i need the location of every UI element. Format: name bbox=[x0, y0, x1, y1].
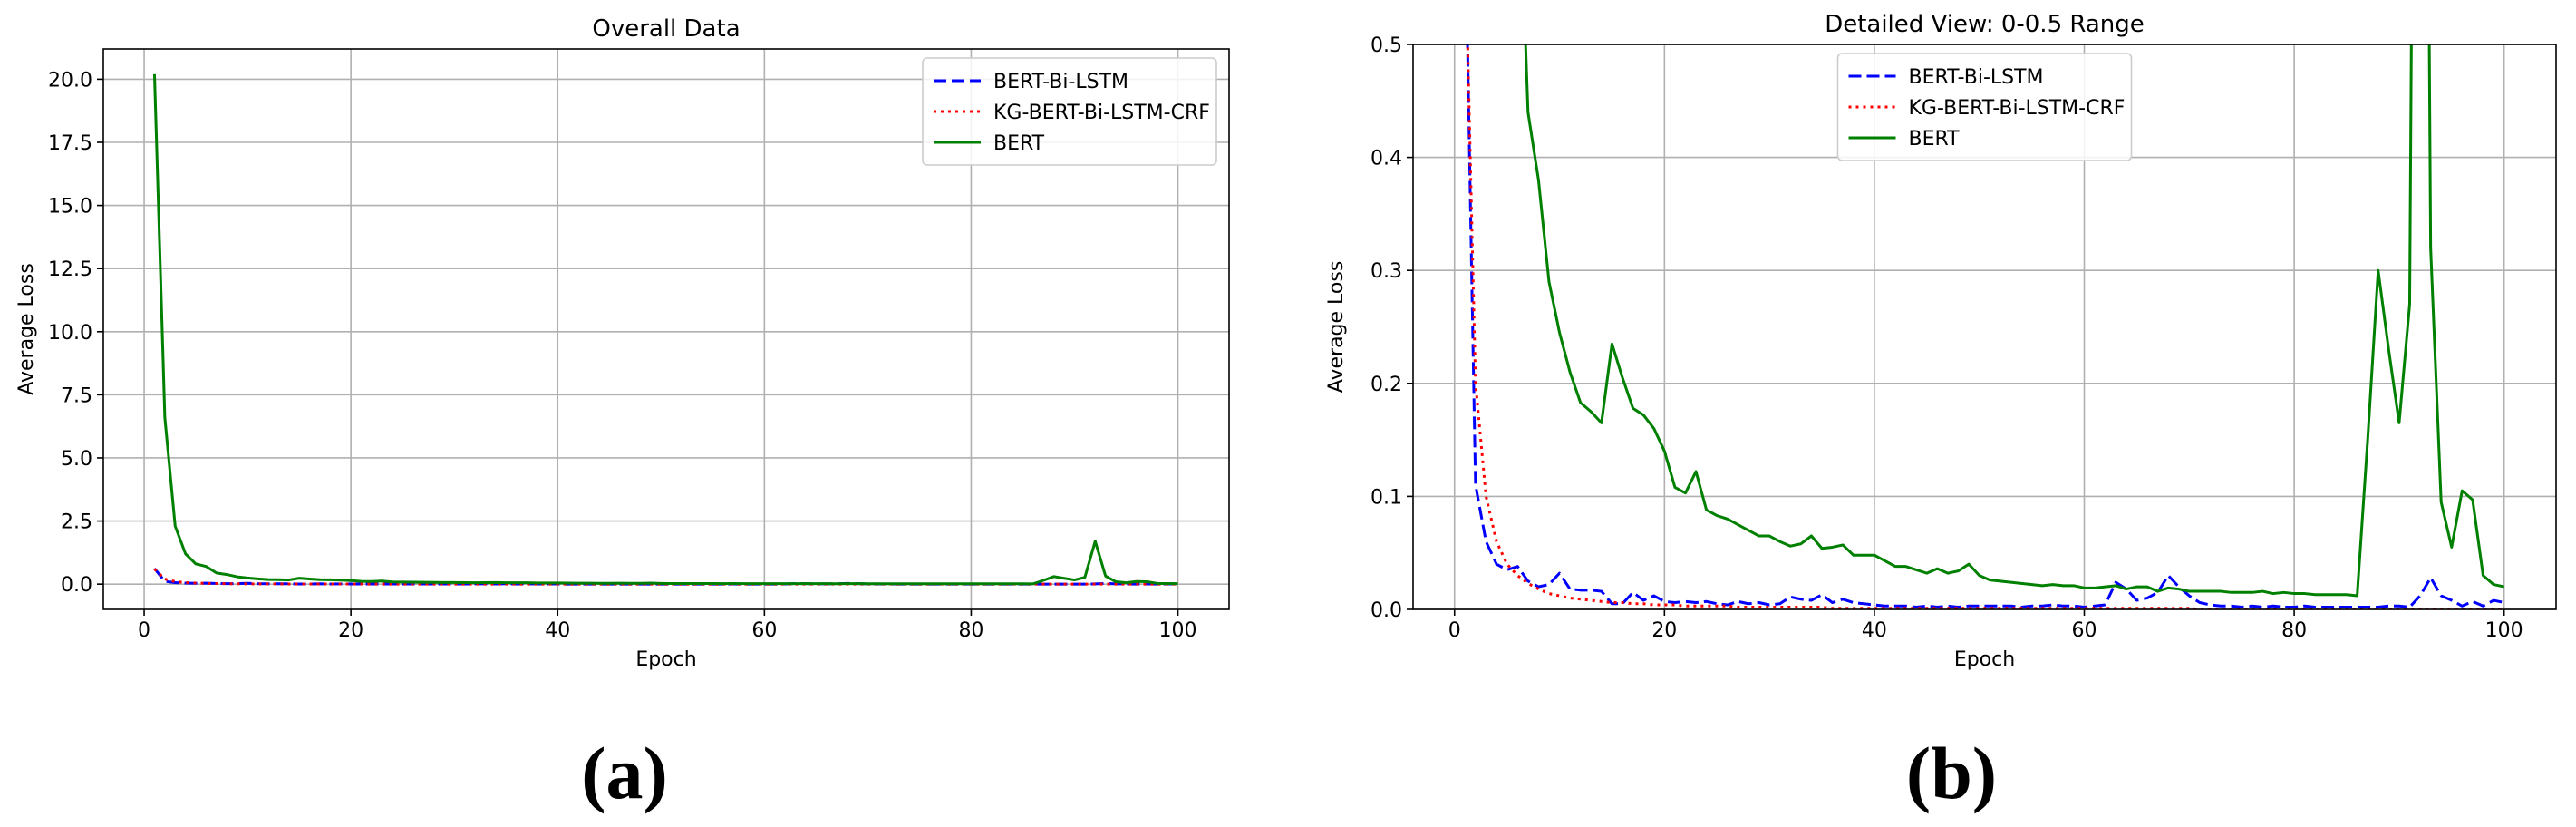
chart: 0 20 40 60 80 100 0.0 0.1 0.2 0.3 0.4 0.5 Detailed V… bbox=[1325, 11, 2557, 814]
y-tick-label: 0.4 bbox=[1370, 148, 1402, 170]
x-tick-label: 80 bbox=[2281, 619, 2307, 642]
x-tick-label: 60 bbox=[2072, 619, 2097, 642]
y-tick-label: 0.3 bbox=[1370, 260, 1402, 283]
x-tick-label: 0 bbox=[1448, 619, 1461, 642]
x-tick-label: 40 bbox=[545, 619, 570, 642]
plot-lines bbox=[1466, 44, 2504, 609]
legend-box bbox=[1836, 53, 2133, 161]
series-line bbox=[153, 567, 1178, 586]
x-tick-label: 40 bbox=[1862, 619, 1887, 642]
legend-box bbox=[922, 57, 1217, 166]
y-tick-label: 5.0 bbox=[61, 448, 92, 471]
y-tick-label: 12.5 bbox=[48, 258, 92, 281]
chart-title: Detailed View: 0-0.5 Range bbox=[1825, 11, 2145, 38]
x-tick-label: 60 bbox=[751, 619, 777, 642]
x-axis-label: Epoch bbox=[635, 648, 696, 671]
series-line bbox=[1466, 44, 2504, 609]
plot-lines bbox=[152, 73, 1178, 586]
legend-label: KG-BERT-Bi-LSTM-CRF bbox=[1909, 97, 2126, 120]
x-tick-label: 80 bbox=[958, 619, 983, 642]
x-tick-label: 20 bbox=[1651, 619, 1677, 642]
y-tick-label: 20.0 bbox=[48, 69, 92, 92]
chart: 0 20 40 60 80 100 0.0 2.5 5.0 7.5 10.0 12.5 15.0 17.5… bbox=[15, 15, 1230, 814]
x-tick-label: 20 bbox=[338, 619, 363, 642]
x-tick-label: 100 bbox=[1159, 619, 1197, 642]
y-tick-label: 0.0 bbox=[61, 574, 92, 597]
legend-label: BERT bbox=[993, 132, 1045, 155]
x-axis-label: Epoch bbox=[1954, 648, 2015, 671]
legend-label: KG-BERT-Bi-LSTM-CRF bbox=[993, 102, 1210, 124]
axes-frame bbox=[102, 48, 1230, 610]
series-line bbox=[152, 73, 1178, 586]
x-tick-label: 100 bbox=[2485, 619, 2523, 642]
panel-label: (a) bbox=[581, 732, 668, 814]
y-tick-label: 17.5 bbox=[48, 132, 92, 155]
legend: BERT-Bi-LSTM KG-BERT-Bi-LSTM-CRF BERT bbox=[1836, 53, 2133, 161]
series-line bbox=[1466, 44, 2504, 609]
y-tick-label: 0.5 bbox=[1370, 34, 1402, 57]
series-line bbox=[1524, 44, 2504, 598]
y-axis-label: Average Loss bbox=[1325, 261, 1348, 394]
y-axis-label: Average Loss bbox=[15, 263, 38, 395]
legend: BERT-Bi-LSTM KG-BERT-Bi-LSTM-CRF BERT bbox=[922, 57, 1217, 166]
x-tick-label: 0 bbox=[138, 619, 150, 642]
chart-title: Overall Data bbox=[592, 15, 740, 43]
y-tick-label: 0.0 bbox=[1370, 599, 1402, 622]
legend-label: BERT-Bi-LSTM bbox=[1909, 66, 2044, 89]
axes-frame bbox=[1412, 44, 2557, 610]
y-tick-label: 7.5 bbox=[61, 384, 92, 407]
panel-label: (b) bbox=[1906, 732, 1997, 814]
legend-label: BERT bbox=[1909, 128, 1961, 151]
y-tick-label: 10.0 bbox=[48, 322, 92, 345]
y-tick-label: 15.0 bbox=[48, 196, 92, 219]
legend-label: BERT-Bi-LSTM bbox=[993, 71, 1128, 93]
y-tick-label: 0.2 bbox=[1370, 374, 1402, 396]
y-tick-label: 2.5 bbox=[61, 511, 92, 534]
y-tick-label: 0.1 bbox=[1370, 486, 1402, 509]
series-line bbox=[153, 568, 1178, 586]
